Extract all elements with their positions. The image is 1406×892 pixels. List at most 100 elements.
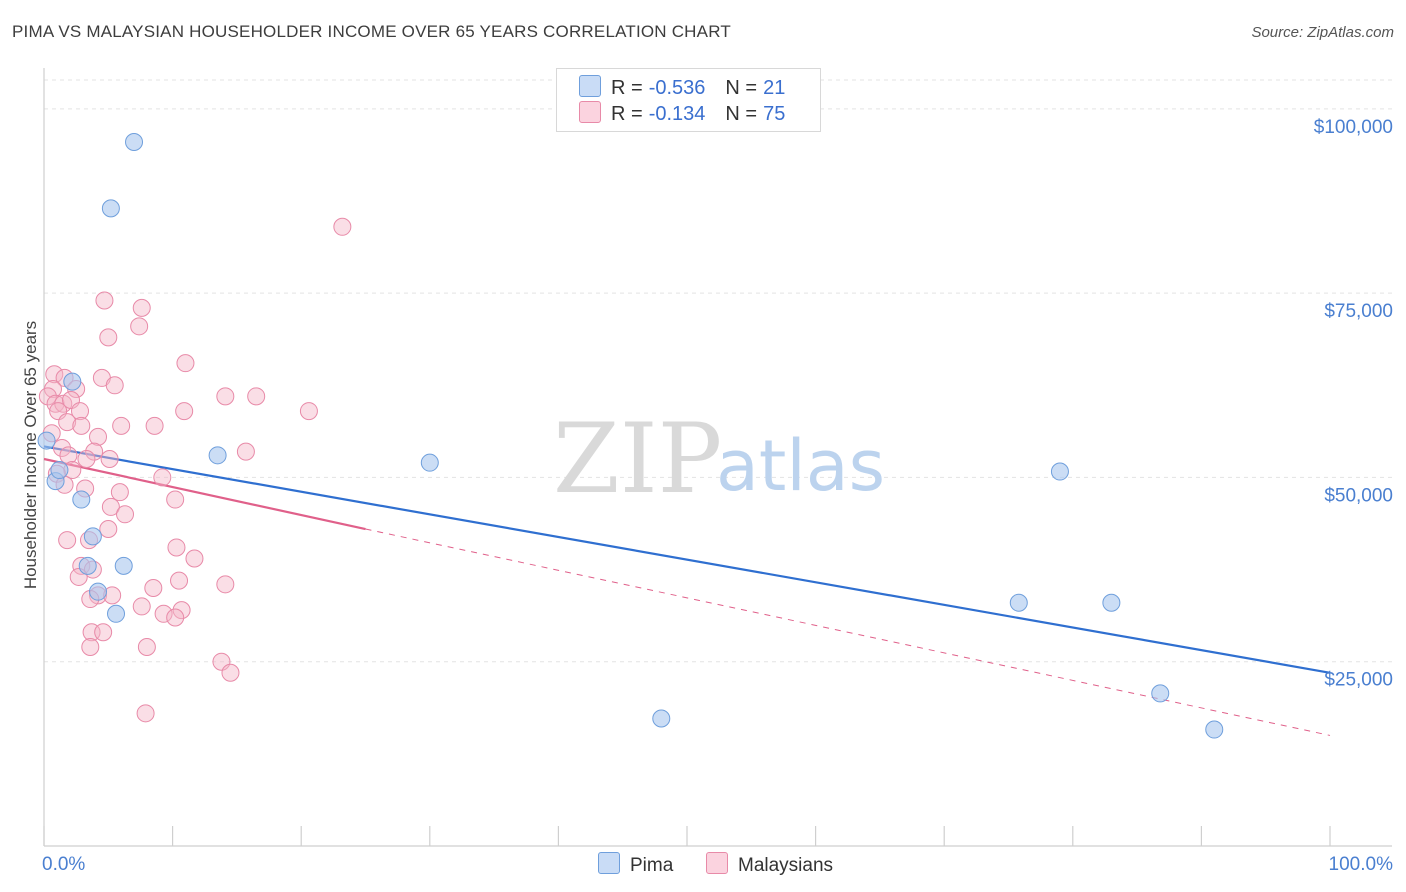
point-pima — [1102, 593, 1121, 612]
point-malaysians — [99, 520, 118, 539]
point-malaysians — [101, 497, 120, 516]
point-malaysians — [175, 402, 194, 421]
legend-r-value-malaysians: -0.134 — [648, 103, 706, 125]
point-pima — [78, 556, 97, 575]
chart-title: PIMA VS MALAYSIAN HOUSEHOLDER INCOME OVE… — [12, 22, 731, 41]
point-malaysians — [95, 291, 114, 310]
point-malaysians — [144, 579, 163, 597]
point-malaysians — [81, 637, 100, 656]
point-pima — [89, 582, 108, 601]
legend-swatch-pima — [579, 75, 601, 97]
bottom-swatch-malaysians — [706, 852, 728, 874]
point-malaysians — [247, 387, 266, 406]
y-tick-labels: $25,000 $50,000 $75,000 $100,000 — [1314, 117, 1393, 691]
y-tick-label: $25,000 — [1324, 670, 1393, 691]
legend-r-value-pima: -0.536 — [648, 77, 706, 99]
point-pima — [420, 453, 439, 472]
point-malaysians — [216, 387, 235, 406]
point-malaysians — [38, 387, 57, 406]
point-malaysians — [89, 427, 108, 446]
point-malaysians — [105, 376, 124, 395]
point-malaysians — [132, 298, 151, 317]
point-pima — [114, 556, 133, 575]
point-malaysians — [221, 663, 240, 682]
x-tick-labels: 0.0% 100.0% — [42, 854, 1393, 875]
point-malaysians — [100, 450, 119, 468]
point-malaysians — [153, 468, 172, 487]
point-pima — [37, 431, 56, 450]
legend-n-label: N = — [725, 77, 758, 99]
axes — [43, 68, 1392, 847]
point-pima — [1205, 720, 1224, 739]
point-malaysians — [46, 394, 65, 413]
grid-lines — [44, 79, 1392, 663]
point-malaysians — [112, 416, 131, 435]
point-malaysians — [77, 450, 96, 468]
point-pima — [107, 604, 126, 623]
trend-line-malaysians-extension — [365, 528, 1331, 736]
point-malaysians — [99, 328, 118, 347]
point-malaysians — [145, 416, 164, 435]
point-pima — [72, 490, 91, 509]
watermark: ZIP atlas — [553, 403, 885, 515]
point-malaysians — [85, 442, 104, 461]
x-tick-label-max: 100.0% — [1329, 854, 1394, 875]
bottom-swatch-pima — [598, 852, 620, 874]
bottom-legend-malaysians: Malaysians — [706, 852, 833, 877]
point-malaysians — [136, 704, 155, 723]
bottom-legend-malaysians-label: Malaysians — [738, 855, 834, 876]
point-pima — [101, 199, 120, 218]
legend-r-label: R = — [611, 77, 643, 99]
point-malaysians — [185, 549, 204, 568]
point-malaysians — [166, 490, 185, 509]
point-malaysians — [116, 505, 135, 524]
point-malaysians — [58, 531, 77, 550]
point-malaysians — [45, 365, 64, 384]
source-label: Source: ZipAtlas.com — [1251, 24, 1394, 41]
point-malaysians — [176, 354, 195, 373]
point-pima — [1151, 684, 1170, 703]
point-malaysians — [58, 413, 77, 432]
point-malaysians — [94, 623, 113, 642]
legend-row-malaysians: R = -0.134 N = 75 — [579, 101, 785, 127]
point-pima — [652, 709, 671, 728]
point-malaysians — [167, 538, 186, 557]
trend-lines — [43, 445, 1331, 736]
point-pima — [1009, 593, 1028, 612]
watermark-atlas: atlas — [716, 425, 885, 507]
point-pima — [125, 133, 144, 152]
x-tick-label-min: 0.0% — [42, 854, 85, 875]
trend-line-pima — [43, 445, 1331, 674]
trend-line-malaysians — [43, 457, 366, 531]
y-tick-label: $75,000 — [1324, 301, 1393, 322]
point-malaysians — [299, 402, 318, 421]
point-malaysians — [130, 317, 149, 336]
point-malaysians — [172, 601, 191, 620]
point-malaysians — [53, 438, 72, 457]
y-tick-label: $100,000 — [1314, 117, 1393, 138]
y-tick-label: $50,000 — [1324, 485, 1393, 506]
point-malaysians — [137, 637, 156, 656]
point-pima — [208, 446, 227, 465]
point-pima — [1050, 462, 1069, 481]
correlation-legend: R = -0.536 N = 21 R = -0.134 N = 75 — [556, 68, 821, 132]
legend-n-label: N = — [725, 103, 758, 125]
point-pima — [50, 461, 69, 480]
data-points — [37, 133, 1224, 739]
point-malaysians — [216, 575, 235, 594]
point-malaysians — [166, 608, 185, 627]
point-malaysians — [59, 446, 78, 465]
point-pima — [63, 372, 82, 391]
legend-swatch-malaysians — [579, 101, 601, 123]
y-axis-label: Householder Income Over 65 years — [21, 321, 40, 589]
point-pima — [83, 527, 102, 546]
legend-r-label: R = — [611, 103, 643, 125]
point-malaysians — [72, 416, 91, 435]
legend-row-pima: R = -0.536 N = 21 — [579, 75, 785, 101]
point-malaysians — [333, 217, 352, 236]
point-malaysians — [110, 483, 129, 502]
point-malaysians — [154, 604, 173, 623]
bottom-legend-pima: Pima — [598, 852, 673, 877]
point-malaysians — [236, 442, 255, 461]
